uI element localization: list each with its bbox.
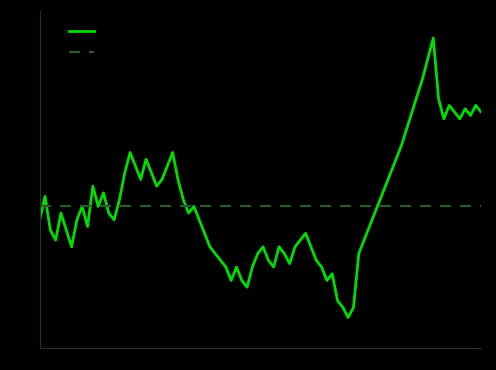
Legend: , : , bbox=[69, 25, 94, 60]
